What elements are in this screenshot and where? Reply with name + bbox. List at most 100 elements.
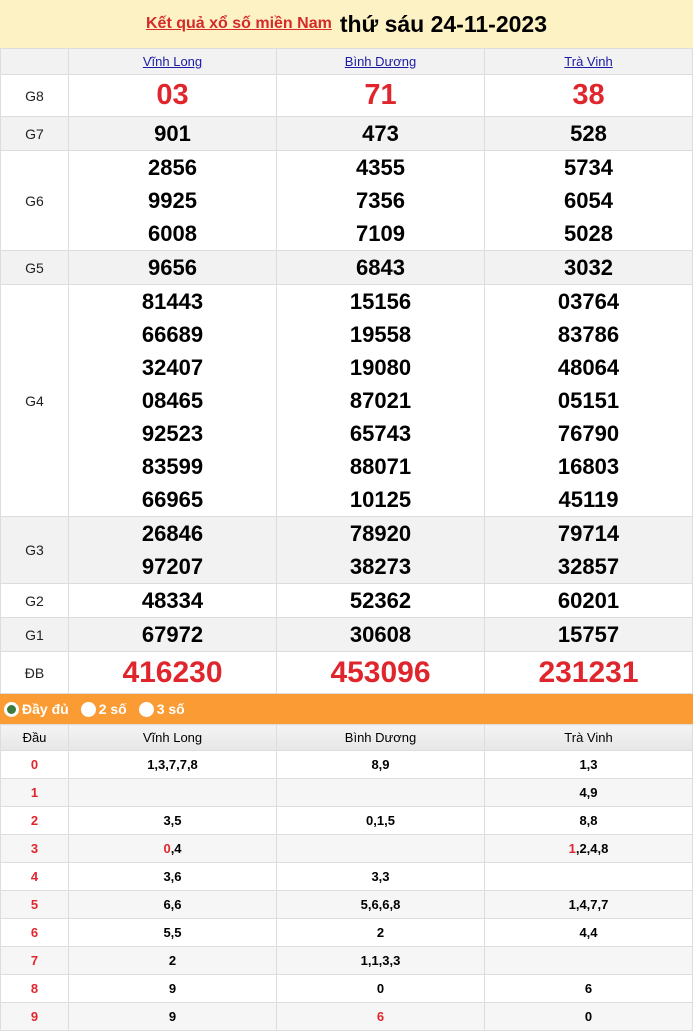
loto-head: 9 <box>0 1002 69 1031</box>
loto-cell: 2 <box>276 918 485 947</box>
prize-number: 2856 <box>148 155 197 180</box>
prize-number: 66965 <box>141 487 204 512</box>
prize-number: 08465 <box>141 388 204 413</box>
loto-digits: 5,5 <box>163 925 182 940</box>
loto-digits: 3,3 <box>371 869 390 884</box>
loto-cell <box>484 946 693 975</box>
loto-cell <box>276 834 485 863</box>
province-link[interactable]: Vĩnh Long <box>142 54 203 69</box>
loto-digits: 1 <box>568 841 576 856</box>
loto-head: 6 <box>0 918 69 947</box>
prize-number: 76790 <box>557 421 620 446</box>
prize-number: 71 <box>364 79 397 111</box>
prize-cell: 416230 <box>68 651 277 694</box>
results-link[interactable]: Kết quả xổ số miền Nam <box>146 15 332 32</box>
province-header: Bình Dương <box>276 48 485 75</box>
loto-cell: 8,8 <box>484 806 693 835</box>
loto-row: 9 9 6 0 <box>0 1002 693 1031</box>
prize-label: G1 <box>0 617 69 652</box>
loto-digits: 6 <box>376 1009 385 1024</box>
loto-row: 2 3,5 0,1,5 8,8 <box>0 806 693 835</box>
loto-digits: ,2,4,8 <box>575 841 609 856</box>
province-link[interactable]: Bình Dương <box>344 54 417 69</box>
prize-number: 19558 <box>349 322 412 347</box>
prize-number: 83786 <box>557 322 620 347</box>
loto-digits: 5,6,6,8 <box>360 897 401 912</box>
loto-digits: 4,9 <box>579 785 598 800</box>
loto-digits: 0 <box>584 1009 593 1024</box>
prize-cell: 71 <box>276 74 485 117</box>
loto-cell: 8,9 <box>276 750 485 779</box>
prize-label: G2 <box>0 583 69 618</box>
loto-row: 3 0,4 1,2,4,8 <box>0 834 693 863</box>
prize-number: 26846 <box>141 521 204 546</box>
prize-number: 48064 <box>557 355 620 380</box>
prize-cell: 5734 6054 5028 <box>484 150 693 251</box>
display-options: Đầy đủ 2 số 3 số <box>0 694 693 724</box>
prize-cell: 3032 <box>484 250 693 285</box>
loto-digits: 9 <box>168 1009 177 1024</box>
province-link[interactable]: Trà Vinh <box>564 54 613 69</box>
option-0[interactable]: Đầy đủ <box>4 701 69 717</box>
loto-cell: 4,9 <box>484 778 693 807</box>
prize-cell: 9656 <box>68 250 277 285</box>
prize-number: 453096 <box>330 656 431 689</box>
prize-label: G4 <box>0 284 69 517</box>
prize-number: 19080 <box>349 355 412 380</box>
loto-cell: 3,5 <box>68 806 277 835</box>
prize-cell: 67972 <box>68 617 277 652</box>
prize-cell: 60201 <box>484 583 693 618</box>
prize-number: 4355 <box>356 155 405 180</box>
prize-number: 67972 <box>141 622 204 647</box>
province-header: Vĩnh Long <box>68 48 277 75</box>
option-2[interactable]: 3 số <box>138 701 185 717</box>
loto-digits: 6 <box>584 981 593 996</box>
prize-number: 3032 <box>564 255 613 280</box>
loto-cell: 6 <box>276 1002 485 1031</box>
prize-number: 30608 <box>349 622 412 647</box>
radio-button[interactable] <box>138 701 154 717</box>
prize-number: 528 <box>570 121 607 146</box>
option-label: 3 số <box>156 701 185 717</box>
prize-row: G5 9656 6843 3032 <box>0 250 693 285</box>
loto-digits: 8,8 <box>579 813 598 828</box>
radio-button[interactable] <box>80 701 96 717</box>
province-header: Trà Vinh <box>484 48 693 75</box>
prize-number: 45119 <box>558 487 619 512</box>
radio-button[interactable] <box>4 701 19 717</box>
loto-row: 0 1,3,7,7,8 8,9 1,3 <box>0 750 693 779</box>
loto-digits: 2 <box>376 925 385 940</box>
option-label: 2 số <box>98 701 127 717</box>
prize-number: 97207 <box>141 554 204 579</box>
prize-cell: 03764 83786 48064 05151 76790 16803 45119 <box>484 284 693 517</box>
loto-column-header: Bình Dương <box>276 724 485 751</box>
page-header: Kết quả xổ số miền Nam thứ sáu 24-11-202… <box>0 0 693 48</box>
prize-cell: 231231 <box>484 651 693 694</box>
loto-row: 1 4,9 <box>0 778 693 807</box>
option-1[interactable]: 2 số <box>80 701 127 717</box>
prize-number: 52362 <box>349 588 412 613</box>
prize-number: 48334 <box>141 588 204 613</box>
prize-number: 15156 <box>349 289 412 314</box>
prize-number: 79714 <box>557 521 620 546</box>
prize-label: G3 <box>0 516 69 584</box>
prize-cell: 528 <box>484 116 693 151</box>
prize-label: G5 <box>0 250 69 285</box>
prize-row: G1 67972 30608 15757 <box>0 617 693 652</box>
prize-cell: 453096 <box>276 651 485 694</box>
prize-number: 32407 <box>141 355 204 380</box>
loto-row: 7 2 1,1,3,3 <box>0 946 693 975</box>
prize-number: 65743 <box>349 421 412 446</box>
prize-number: 38 <box>572 79 605 111</box>
loto-digits: 3,6 <box>163 869 182 884</box>
prize-cell: 79714 32857 <box>484 516 693 584</box>
prize-number: 92523 <box>141 421 204 446</box>
loto-cell: 1,1,3,3 <box>276 946 485 975</box>
prize-number: 7356 <box>356 188 405 213</box>
loto-digits: 1,3 <box>579 757 598 772</box>
option-label: Đầy đủ <box>22 701 69 717</box>
prize-cell: 4355 7356 7109 <box>276 150 485 251</box>
loto-cell <box>68 778 277 807</box>
prize-cell: 15757 <box>484 617 693 652</box>
prize-number: 5028 <box>564 221 613 246</box>
